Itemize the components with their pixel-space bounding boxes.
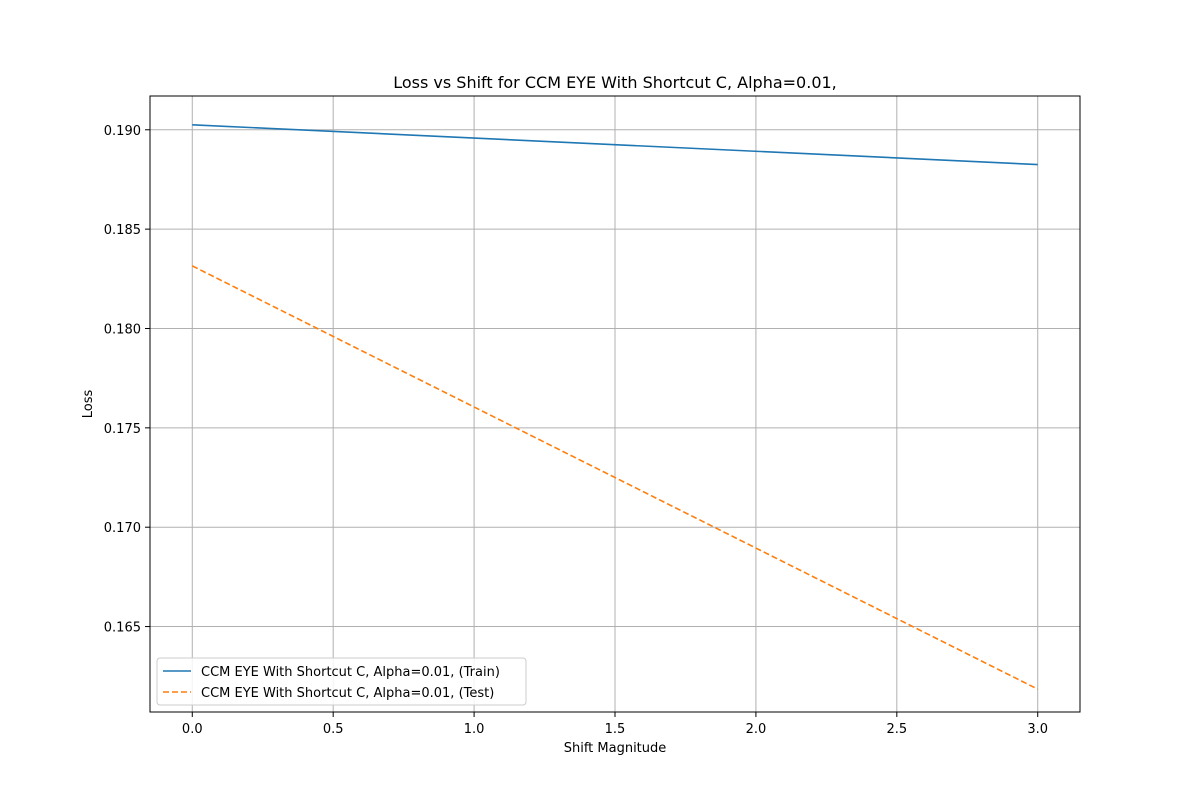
x-tick-label: 0.5 bbox=[323, 722, 344, 737]
legend: CCM EYE With Shortcut C, Alpha=0.01, (Tr… bbox=[156, 657, 527, 706]
legend-box bbox=[156, 657, 527, 706]
grid-lines bbox=[150, 96, 1080, 712]
legend-test-label: CCM EYE With Shortcut C, Alpha=0.01, (Te… bbox=[201, 686, 494, 701]
y-tick-label: 0.180 bbox=[104, 322, 141, 337]
test-loss-line bbox=[191, 265, 1039, 690]
y-tick-label: 0.175 bbox=[104, 422, 141, 437]
axis-ticks: 0.0 0.5 1.0 1.5 2.0 2.5 3.0 0.165 0.170 0.175 0.18… bbox=[104, 124, 1048, 737]
chart-title: Loss vs Shift for CCM EYE With Shortcut … bbox=[393, 73, 837, 92]
x-tick-label: 2.0 bbox=[746, 722, 767, 737]
y-tick-label: 0.185 bbox=[104, 223, 141, 238]
train-loss-line bbox=[192, 124, 1038, 166]
x-tick-label: 0.0 bbox=[182, 722, 203, 737]
x-tick-label: 2.5 bbox=[886, 722, 907, 737]
y-tick-label: 0.170 bbox=[104, 521, 141, 536]
y-tick-label: 0.165 bbox=[104, 621, 141, 636]
y-axis-label: Loss bbox=[81, 390, 96, 419]
series-lines bbox=[191, 124, 1039, 690]
x-tick-label: 3.0 bbox=[1027, 722, 1048, 737]
y-tick-label: 0.190 bbox=[104, 124, 141, 139]
x-tick-label: 1.5 bbox=[605, 722, 626, 737]
legend-train-label: CCM EYE With Shortcut C, Alpha=0.01, (Tr… bbox=[201, 665, 500, 680]
x-axis-label: Shift Magnitude bbox=[564, 741, 667, 756]
x-tick-label: 1.0 bbox=[464, 722, 485, 737]
